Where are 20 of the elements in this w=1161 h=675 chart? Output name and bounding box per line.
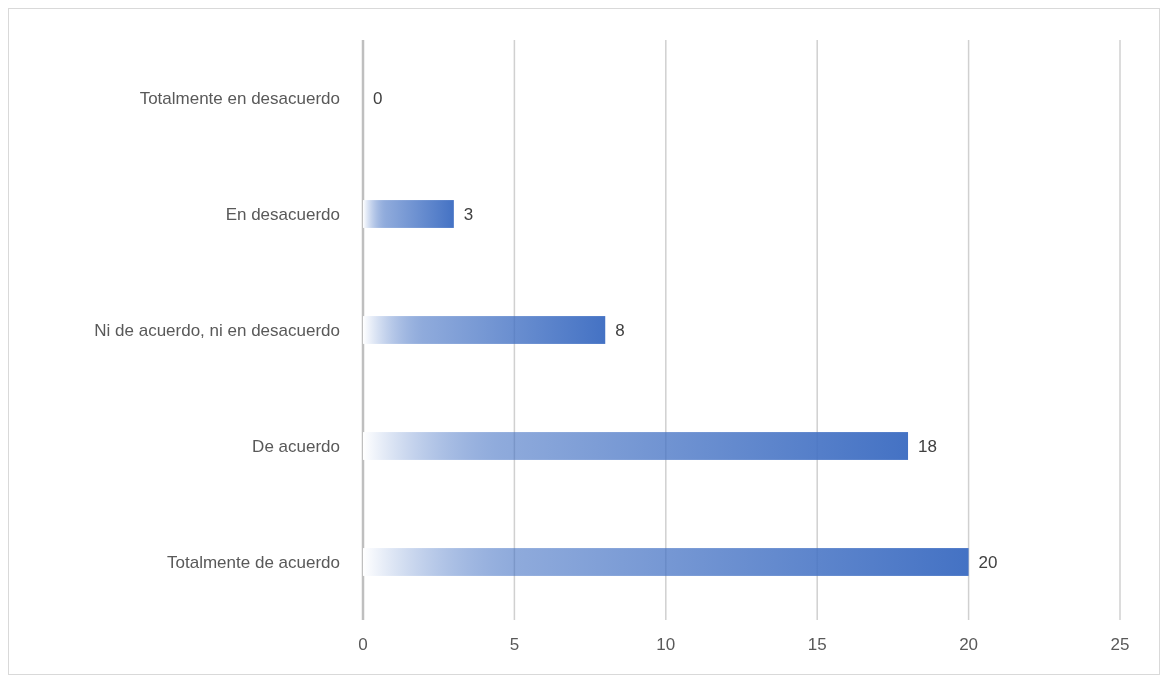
data-label: 18 [918, 436, 937, 456]
bar [363, 200, 454, 228]
x-tick-label: 10 [656, 635, 676, 654]
bar [363, 316, 606, 344]
bar [363, 432, 909, 460]
x-tick-label: 0 [358, 635, 368, 654]
y-tick-label: En desacuerdo [225, 204, 340, 224]
data-label: 8 [615, 320, 625, 340]
y-tick-label: De acuerdo [252, 436, 340, 456]
data-label: 20 [978, 552, 998, 572]
y-tick-label: Ni de acuerdo, ni en desacuerdo [94, 320, 340, 340]
x-tick-label: 25 [1110, 635, 1130, 654]
data-label: 0 [373, 88, 383, 108]
y-tick-label: Totalmente en desacuerdo [139, 88, 340, 108]
x-tick-label: 5 [509, 635, 520, 654]
x-tick-label: 20 [959, 635, 979, 654]
bar [363, 548, 969, 576]
y-tick-label: Totalmente de acuerdo [167, 552, 340, 572]
data-label: 3 [463, 204, 474, 224]
x-tick-label: 15 [807, 635, 827, 654]
